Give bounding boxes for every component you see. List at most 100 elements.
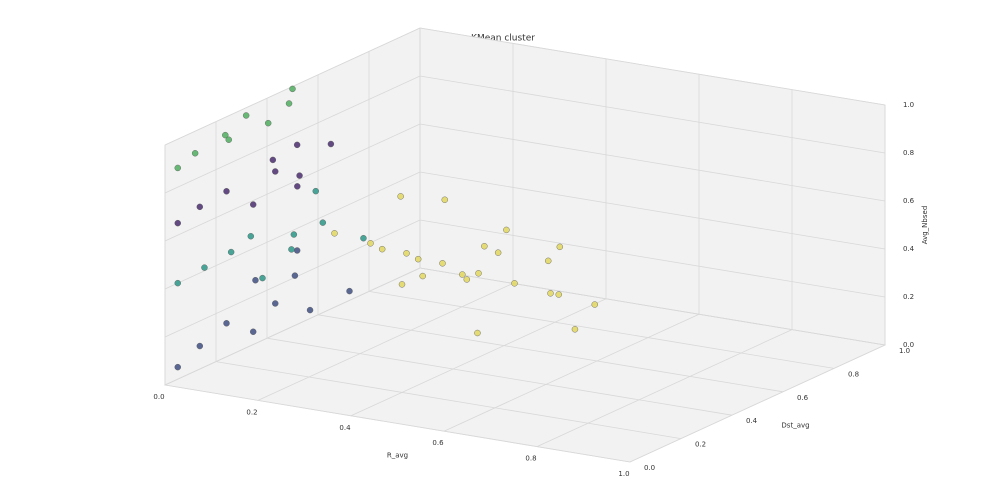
point <box>319 219 326 226</box>
point <box>288 246 295 253</box>
point <box>367 240 374 247</box>
grid-line <box>257 283 514 401</box>
point <box>174 164 181 172</box>
z-tick-label: 0.0 <box>903 341 914 349</box>
point <box>547 290 554 297</box>
grid-line <box>368 291 835 369</box>
x-tick-label: 0.4 <box>339 424 351 432</box>
point <box>463 276 470 283</box>
point <box>293 247 301 254</box>
grid-line <box>164 123 421 242</box>
z-tick-label: 1.0 <box>903 101 914 109</box>
z-tick-label: 0.4 <box>903 245 915 253</box>
grid-line <box>536 329 793 447</box>
point <box>545 257 552 265</box>
z-tick-label: 0.2 <box>903 293 914 301</box>
x-axis-label: R_avg <box>387 452 408 460</box>
point <box>242 112 250 119</box>
point <box>419 272 426 280</box>
point <box>196 203 204 211</box>
chart-title: KMean cluster <box>471 34 535 44</box>
point <box>571 326 579 333</box>
point <box>306 306 314 314</box>
point <box>225 136 232 143</box>
y-tick-label: 1.0 <box>899 347 910 355</box>
point <box>503 226 510 234</box>
point <box>174 363 181 371</box>
x-tick-label: 0.2 <box>246 408 257 416</box>
grid-line <box>419 123 886 202</box>
point <box>222 131 229 139</box>
point <box>291 272 299 279</box>
y-tick-label: 0.4 <box>746 417 758 425</box>
grid-line <box>629 344 886 463</box>
point <box>474 329 481 337</box>
point <box>259 274 266 282</box>
grid-line <box>164 219 421 338</box>
point <box>265 119 272 127</box>
point <box>249 201 257 208</box>
y-tick-label: 0.8 <box>848 370 859 378</box>
grid-line <box>164 267 421 386</box>
point <box>556 243 563 251</box>
point <box>327 140 335 148</box>
z-tick-label: 0.8 <box>903 149 914 157</box>
point <box>439 260 446 267</box>
point <box>441 196 448 203</box>
grid-line <box>164 75 421 194</box>
y-axis-label: Dst_avg <box>781 422 809 430</box>
x-tick-label: 0.6 <box>432 439 444 447</box>
point <box>403 250 410 257</box>
point <box>459 271 466 278</box>
point <box>285 100 293 107</box>
grid-line <box>419 267 886 346</box>
grid-line <box>317 314 784 393</box>
z-tick-label: 0.6 <box>903 197 915 205</box>
point <box>272 300 279 307</box>
z-axis-label: Avg_Nbsed <box>921 206 929 245</box>
y-tick-label: 0.2 <box>695 441 706 449</box>
point <box>174 279 181 287</box>
x-tick-label: 0.0 <box>153 393 164 401</box>
grid-line <box>350 298 607 417</box>
point <box>247 233 255 240</box>
point <box>191 150 199 157</box>
point <box>415 255 422 263</box>
grid-line <box>419 171 886 250</box>
point <box>227 248 235 256</box>
point <box>294 183 301 190</box>
grid-line <box>419 75 886 154</box>
point <box>223 320 230 327</box>
x-tick-label: 0.8 <box>525 455 536 463</box>
point <box>289 85 296 93</box>
point <box>201 264 208 271</box>
point <box>269 156 277 164</box>
point <box>331 230 338 237</box>
point <box>379 245 386 253</box>
point <box>481 243 488 250</box>
grid-line <box>443 313 700 432</box>
point <box>272 168 279 175</box>
point <box>296 172 303 179</box>
grid-line <box>164 171 421 290</box>
point <box>174 219 181 227</box>
point <box>223 188 230 195</box>
point <box>591 301 598 308</box>
grid-line <box>419 219 886 298</box>
point <box>398 281 406 288</box>
grid-line <box>266 337 733 416</box>
point <box>346 287 353 295</box>
grid-line <box>164 384 631 463</box>
point <box>196 342 204 350</box>
point <box>511 280 518 287</box>
grid-line <box>215 361 682 439</box>
y-tick-label: 0.0 <box>644 464 655 472</box>
point <box>312 187 319 195</box>
point <box>293 141 301 149</box>
point <box>290 231 298 238</box>
y-tick-label: 0.6 <box>797 394 809 402</box>
x-tick-label: 1.0 <box>618 470 629 478</box>
point <box>249 328 257 335</box>
point <box>397 193 404 200</box>
